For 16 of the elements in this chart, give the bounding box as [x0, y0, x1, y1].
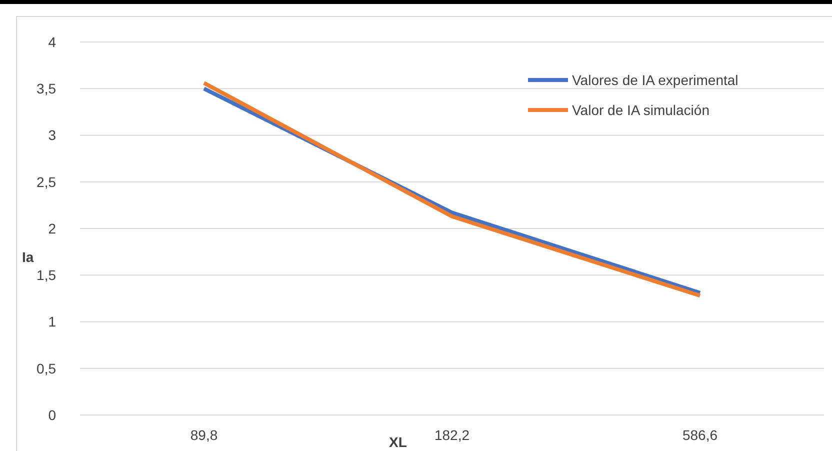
legend-label: Valores de IA experimental	[572, 72, 738, 88]
y-tick-label: 4	[48, 34, 56, 50]
x-tick-label: 182,2	[434, 426, 470, 443]
x-tick-label: 586,6	[682, 426, 718, 443]
y-tick-label: 0	[48, 406, 56, 423]
y-tick-label: 1,5	[36, 267, 56, 284]
y-tick-label: 3,5	[36, 80, 56, 97]
y-axis-title: Ia	[22, 248, 34, 265]
legend-label: Valor de IA simulación	[572, 102, 710, 118]
x-axis-title: XL	[389, 434, 408, 450]
y-tick-label: 2,5	[36, 174, 56, 190]
y-tick-label: 0,5	[36, 360, 56, 376]
y-tick-label: 2	[48, 220, 56, 236]
y-tick-label: 1	[48, 314, 56, 330]
y-tick-label: 3	[48, 127, 56, 144]
x-tick-label: 89,8	[190, 426, 218, 443]
